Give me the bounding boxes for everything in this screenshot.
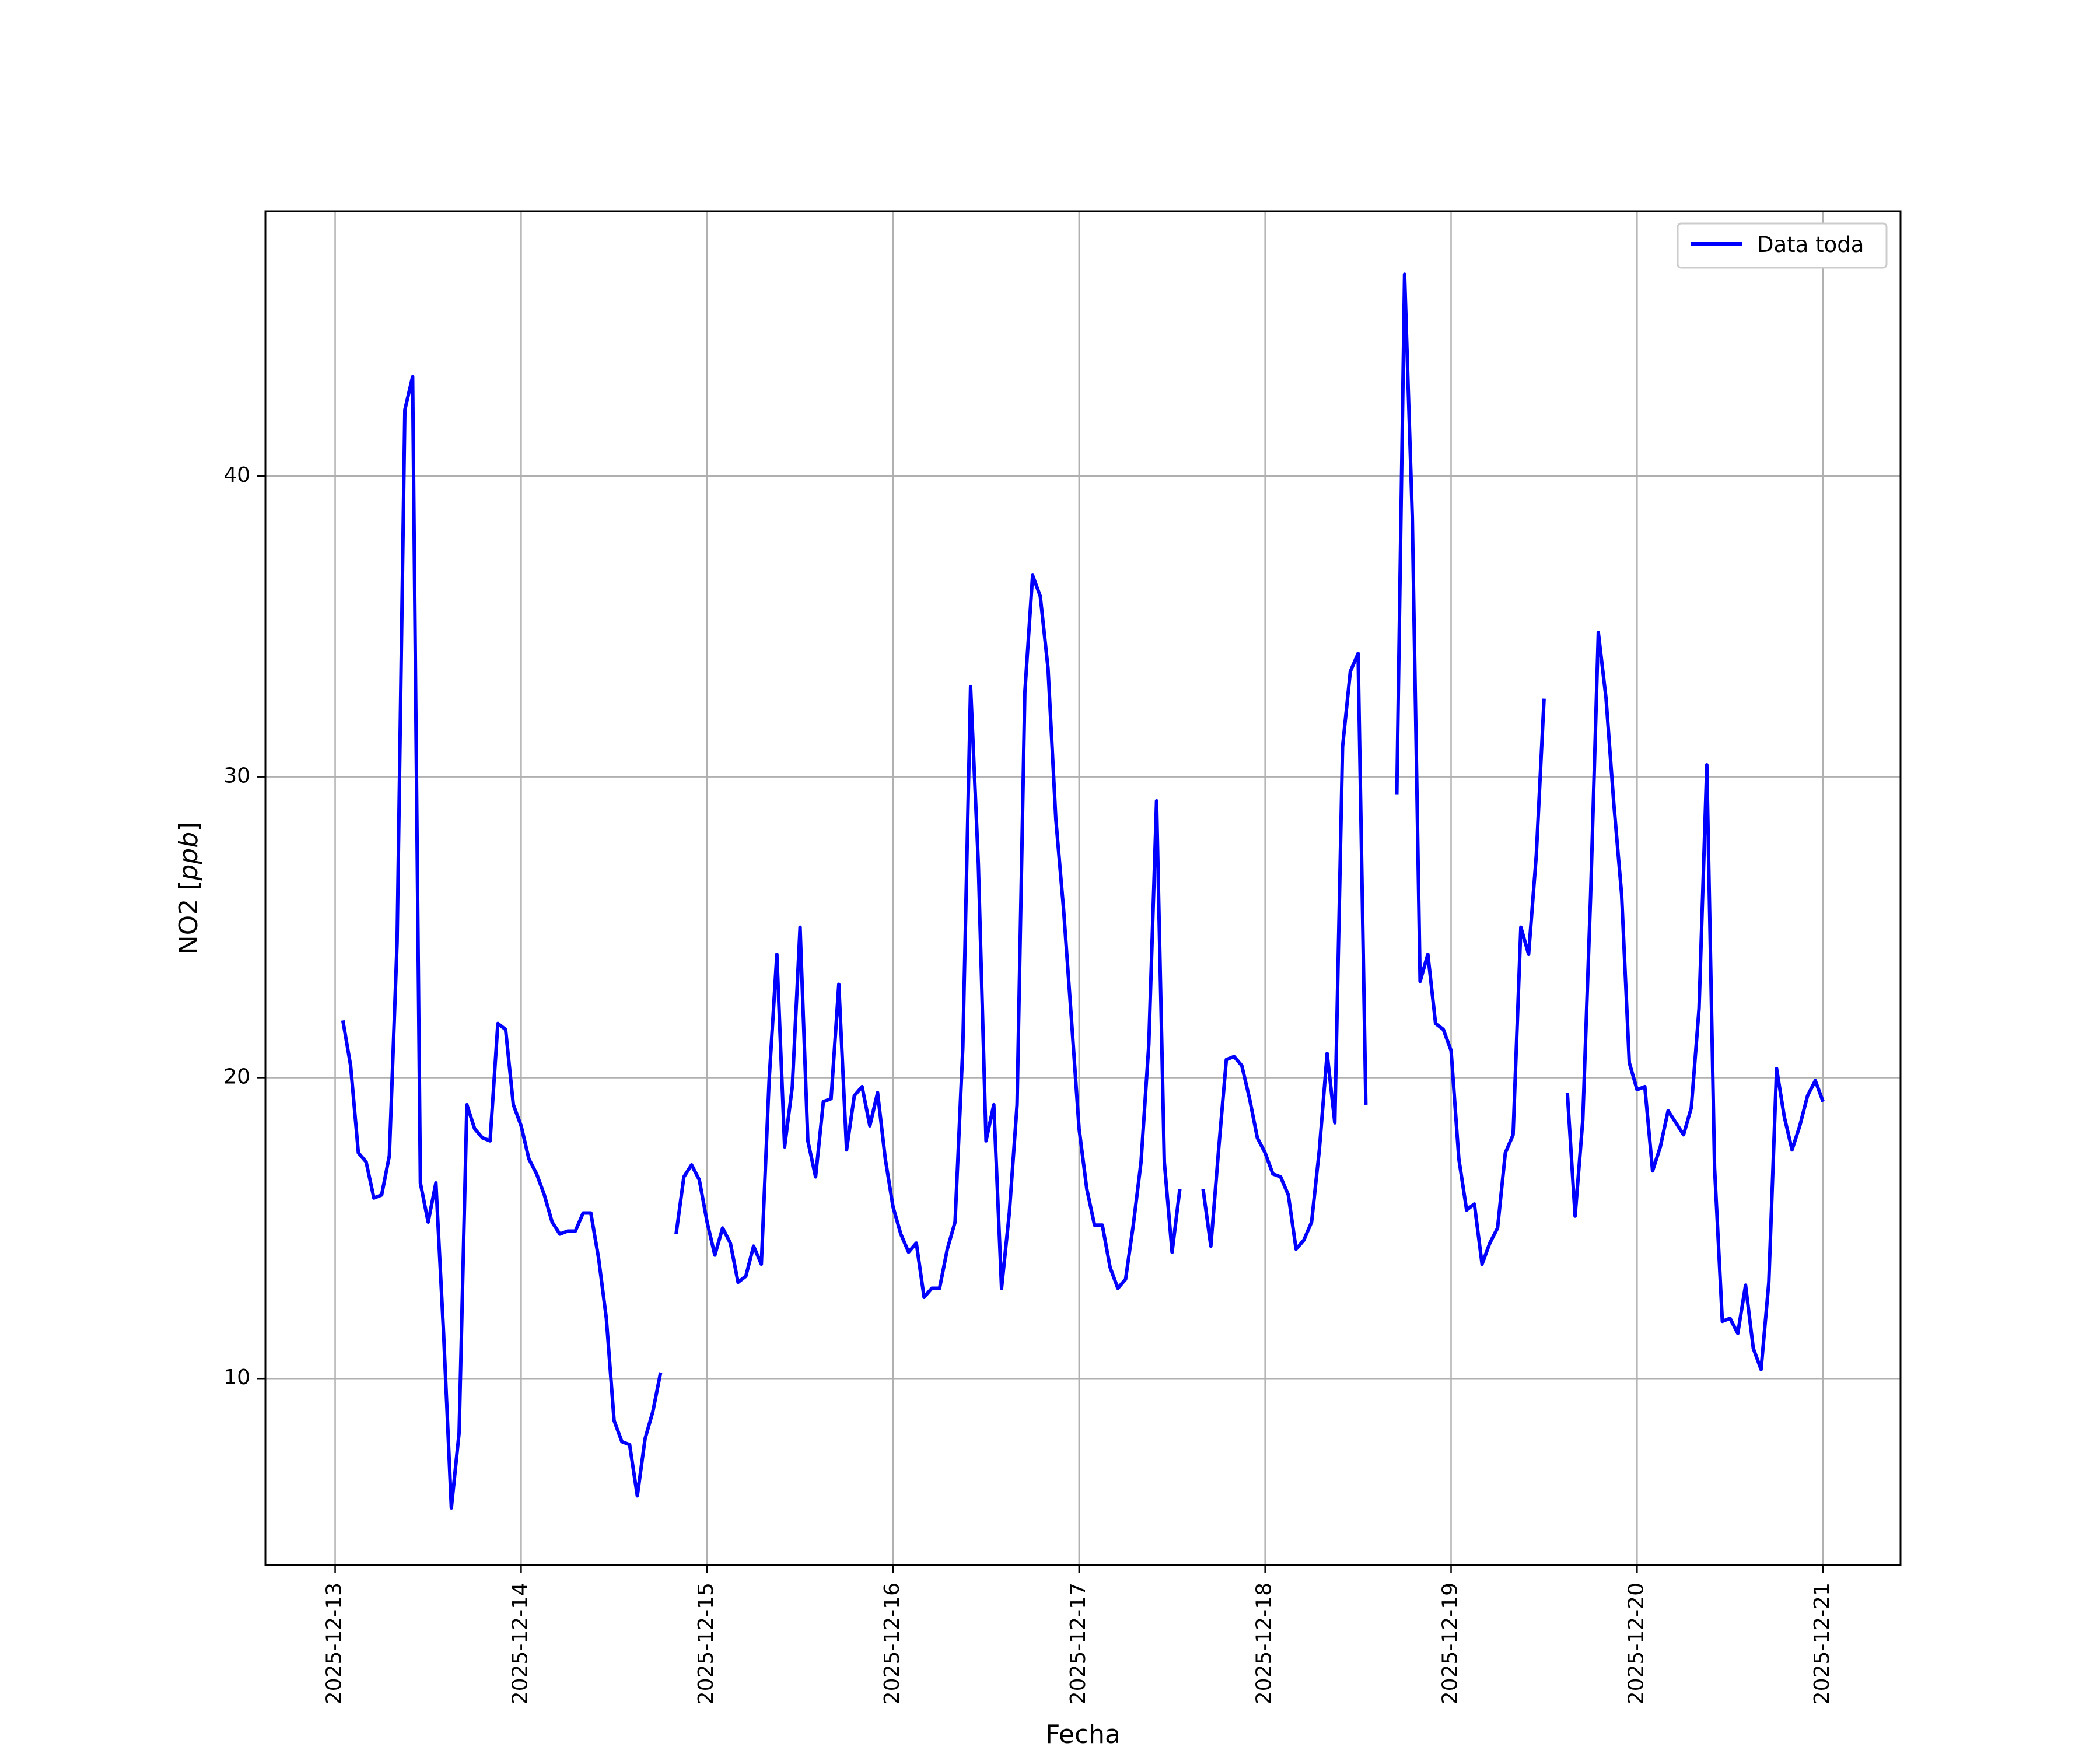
- series-layer: [341, 272, 1825, 1510]
- grid: [265, 211, 1901, 1565]
- y-axis-label-suffix: ]: [174, 822, 204, 832]
- legend-entry-label: Data toda: [1757, 232, 1864, 257]
- x-tick-label: 2025-12-20: [1624, 1583, 1648, 1704]
- legend: Data toda: [1676, 222, 1888, 269]
- y-tick-label: 30: [223, 764, 250, 788]
- series-line-segment: [674, 573, 1182, 1299]
- x-tick-label: 2025-12-15: [694, 1583, 718, 1704]
- y-axis-label: NO2 [ppb]: [174, 822, 204, 955]
- y-axis-label-unit: ppb: [174, 832, 204, 881]
- x-tick-label: 2025-12-19: [1438, 1583, 1462, 1704]
- legend-box: [1676, 222, 1888, 269]
- y-axis-label-prefix: NO2 [: [174, 881, 204, 955]
- x-tick-label: 2025-12-18: [1252, 1583, 1276, 1704]
- series-line-segment: [1565, 631, 1825, 1371]
- x-tick-label: 2025-12-16: [880, 1583, 904, 1704]
- y-tick-label: 20: [223, 1065, 250, 1088]
- x-tick-label: 2025-12-13: [323, 1583, 346, 1704]
- plot-frame: [264, 210, 1902, 1566]
- x-tick-label: 2025-12-17: [1066, 1583, 1090, 1704]
- ticks: 2025-12-13 2025-12-14 2025-12-15 2025-12-16…: [223, 463, 1834, 1704]
- y-tick-label: 10: [223, 1366, 250, 1390]
- series-line-segment: [1395, 272, 1546, 1266]
- series-line-segment: [341, 374, 663, 1510]
- y-tick-label: 40: [223, 463, 250, 487]
- x-tick-label: 2025-12-21: [1810, 1583, 1834, 1704]
- series-line-segment: [1201, 652, 1368, 1251]
- x-axis-label: Fecha: [1045, 1720, 1121, 1749]
- x-tick-label: 2025-12-14: [508, 1583, 532, 1704]
